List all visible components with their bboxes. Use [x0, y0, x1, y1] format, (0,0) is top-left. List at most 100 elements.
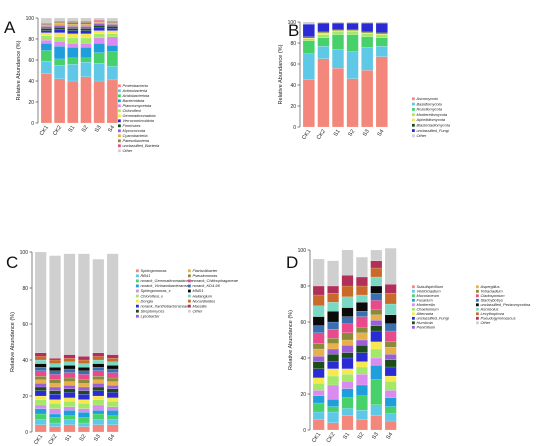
x-tick-label: CK2 — [52, 125, 63, 137]
y-tick-label: 0 — [293, 125, 296, 131]
bar-segment — [67, 21, 79, 23]
bar-segment — [356, 302, 368, 312]
bar-segment — [327, 338, 339, 344]
bar-segment — [332, 22, 344, 30]
legend-label: Humicola — [417, 320, 434, 325]
bar-segment — [341, 352, 354, 359]
bar-segment — [93, 43, 105, 53]
bar-segment — [356, 384, 368, 396]
legend-swatch — [188, 284, 191, 288]
bar-segment — [317, 31, 330, 33]
bar-segment — [49, 370, 61, 375]
y-tick-label: 100 — [288, 20, 297, 26]
bar-segment — [34, 251, 47, 353]
x-tick-label: CK2 — [326, 432, 337, 444]
legend-swatch — [476, 303, 479, 307]
bar-segment — [49, 383, 61, 388]
legend-swatch — [136, 284, 139, 288]
y-tick-label: 0 — [25, 430, 28, 436]
bar-segment — [317, 34, 330, 38]
x-tick-label: S2 — [81, 125, 90, 134]
bar-segment — [332, 29, 344, 31]
bar-segment — [370, 379, 383, 405]
bar-segment — [317, 22, 330, 32]
legend-swatch — [118, 119, 121, 123]
legend-swatch — [412, 97, 415, 101]
legend-swatch — [412, 129, 415, 132]
bar-segment — [332, 34, 344, 50]
bar-segment — [67, 80, 79, 124]
legend-label: MND1 — [193, 288, 204, 293]
y-tick-label: 20 — [28, 100, 34, 106]
bar-segment — [317, 21, 330, 24]
bar-segment — [67, 33, 79, 39]
legend-label: Penicillium — [417, 325, 436, 330]
bar-segment — [370, 249, 383, 261]
bar-segment — [384, 359, 397, 368]
bar-segment — [341, 316, 354, 324]
legend-swatch — [476, 294, 479, 298]
bar-segment — [375, 22, 388, 33]
bar-segment — [54, 25, 66, 28]
bar-segment — [375, 46, 388, 57]
legend-swatch — [136, 274, 139, 278]
bar-segment — [384, 397, 397, 407]
bar-segment — [78, 383, 90, 388]
bar-segment — [317, 46, 330, 59]
bar-segment — [80, 26, 92, 29]
bar-segment — [361, 36, 374, 48]
bar-segment — [370, 357, 383, 366]
legend-swatch — [476, 321, 479, 325]
bar-segment — [63, 397, 76, 402]
panel-label: B — [288, 21, 299, 40]
legend-label: Nocardioides — [193, 298, 216, 303]
legend-label: Fusarium — [417, 298, 434, 303]
legend-label: Sphingomonas_x — [141, 288, 172, 293]
y-axis-title: Relative Abundance (%) — [278, 44, 284, 104]
bar-segment — [80, 22, 92, 25]
bar-segment — [92, 419, 105, 425]
legend-swatch — [412, 289, 415, 293]
legend-label: Mortierellomycota — [417, 112, 449, 117]
bar-segment — [356, 332, 368, 341]
x-tick-label: CK2 — [316, 129, 327, 141]
legend-swatch — [118, 114, 121, 118]
legend-swatch — [118, 144, 121, 148]
legend-swatch — [188, 269, 191, 273]
bar-segment — [67, 30, 79, 34]
bar-segment — [78, 408, 90, 413]
legend-label: Flavisolibacter — [193, 268, 219, 273]
bar-segment — [80, 30, 92, 34]
bar-segment — [341, 323, 354, 333]
bar-segment — [63, 419, 76, 425]
bar-segment — [312, 332, 325, 344]
bar-segment — [49, 422, 61, 427]
bar-segment — [78, 374, 90, 380]
bar-segment — [384, 390, 397, 398]
bar-segment — [327, 329, 339, 339]
bar-segment — [341, 332, 354, 341]
bar-segment — [34, 359, 47, 364]
bar-segment — [375, 37, 388, 47]
bar-segment — [93, 25, 105, 28]
bar-segment — [370, 325, 383, 332]
bar-segment — [92, 363, 105, 368]
bar-segment — [80, 62, 92, 77]
bar-segment — [341, 296, 354, 308]
bar-segment — [361, 33, 374, 37]
bar-segment — [40, 60, 52, 74]
bar-segment — [49, 417, 61, 424]
y-tick-label: 40 — [22, 358, 28, 364]
bar-segment — [106, 381, 119, 386]
bar-segment — [67, 28, 79, 31]
y-axis-title: Relative Abundance (%) — [16, 40, 22, 100]
legend-swatch — [188, 274, 191, 278]
bar-segment — [92, 390, 105, 397]
bar-segment — [63, 253, 76, 355]
bar-segment — [327, 384, 339, 400]
bar-segment — [370, 260, 383, 269]
bar-segment — [370, 330, 383, 342]
x-tick-label: CK1 — [39, 125, 50, 137]
legend-label: norank_Chitinophagaceae — [193, 278, 239, 283]
bar-segment — [63, 372, 76, 379]
